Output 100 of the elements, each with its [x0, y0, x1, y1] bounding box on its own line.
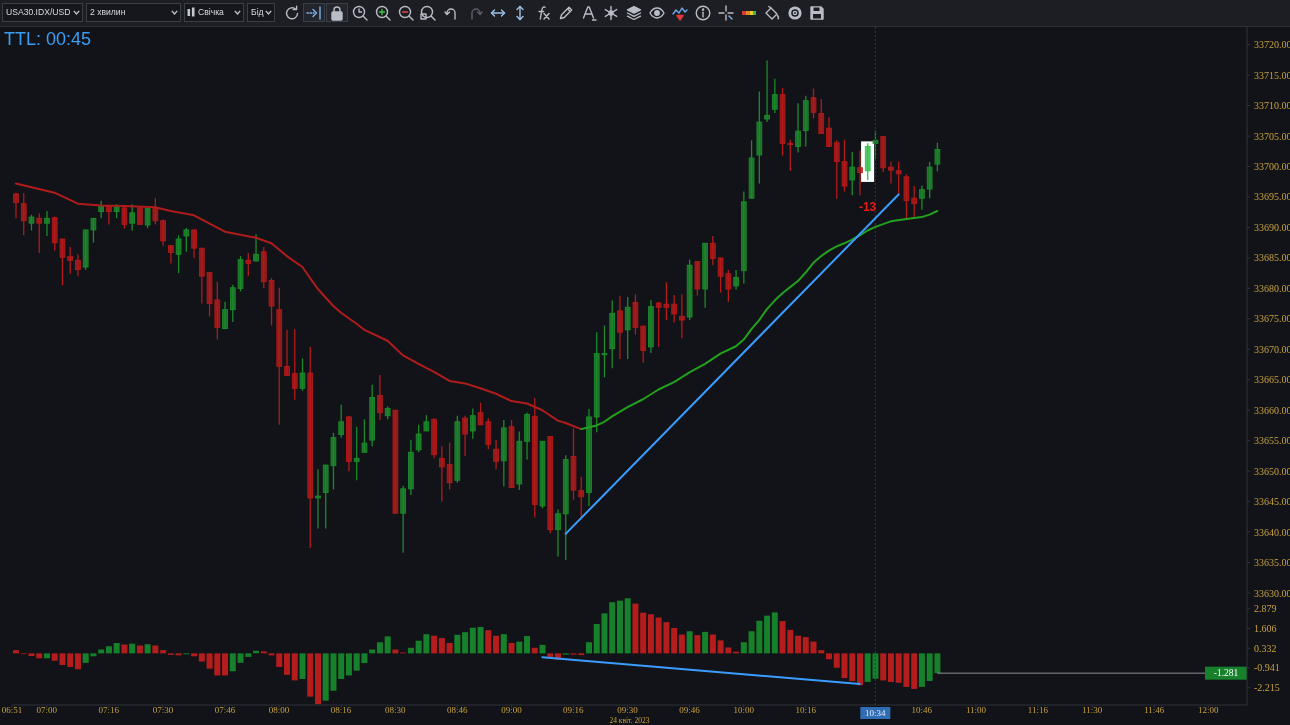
bar — [431, 635, 438, 654]
candlestick — [415, 424, 422, 453]
candlestick — [733, 269, 739, 291]
bar — [485, 630, 492, 654]
bar — [291, 653, 298, 681]
candlestick — [926, 161, 933, 199]
bar — [702, 631, 709, 654]
candlestick — [284, 329, 290, 377]
candlestick — [183, 227, 190, 253]
candlestick — [826, 116, 832, 148]
candlestick — [911, 185, 918, 218]
candlestick — [353, 426, 360, 481]
bar — [13, 650, 19, 654]
candlestick — [129, 203, 135, 232]
bar — [136, 645, 143, 654]
line-series — [580, 210, 939, 431]
y-tick-label: -0.941 — [1254, 662, 1280, 674]
bar — [524, 636, 531, 654]
candlestick — [469, 407, 476, 440]
y-tick-label: 2.879 — [1254, 603, 1277, 615]
x-tick-label: 09:46 — [679, 705, 701, 715]
bar — [43, 653, 50, 659]
bar — [531, 647, 538, 654]
bar — [856, 653, 863, 686]
candlestick — [679, 293, 685, 339]
text: USA30.IDX/USD — [6, 7, 71, 18]
candlestick — [36, 212, 43, 254]
bar — [493, 635, 500, 654]
bar — [709, 634, 716, 654]
x-tick-label: 07:30 — [152, 705, 174, 715]
x-tick-label: 12:00 — [1198, 705, 1220, 715]
bar — [462, 632, 469, 654]
bar — [338, 653, 345, 680]
candlestick — [462, 415, 468, 457]
y-tick-label: 0.332 — [1254, 642, 1277, 654]
y-tick-label: 1.606 — [1254, 623, 1277, 635]
bar — [191, 653, 198, 657]
bar — [299, 653, 306, 680]
candlestick — [934, 142, 941, 173]
bar — [694, 635, 701, 654]
ref-line-label: -1.281 — [1213, 668, 1239, 679]
bar — [647, 614, 654, 654]
candlestick — [810, 87, 817, 120]
text: Свічка — [198, 7, 224, 18]
bar — [678, 634, 685, 654]
bar — [175, 653, 182, 656]
candlestick — [795, 102, 801, 154]
bar — [500, 634, 507, 654]
candlestick — [710, 235, 716, 266]
x-tick-label: 11:30 — [1082, 705, 1103, 715]
bar — [384, 636, 391, 654]
bar — [260, 651, 267, 654]
x-tick-label: 07:16 — [98, 705, 120, 715]
candlestick — [624, 296, 631, 360]
x-tick-label: 10:00 — [733, 705, 755, 715]
x-tick-label: 08:46 — [446, 705, 468, 715]
candlestick — [291, 328, 298, 401]
x-tick-label: 09:30 — [617, 705, 639, 715]
candlestick — [20, 192, 27, 237]
bar — [121, 644, 128, 654]
bar — [438, 638, 445, 654]
bar — [376, 642, 383, 654]
bar — [911, 653, 918, 689]
x-tick-label: 08:30 — [385, 705, 407, 715]
candlestick — [895, 161, 902, 196]
text: Бід — [251, 7, 264, 18]
bar — [129, 643, 136, 654]
bar — [314, 653, 321, 705]
bar — [918, 653, 925, 687]
x-tick-label: 11:00 — [965, 705, 987, 715]
x-tick-label: 08:00 — [268, 705, 290, 715]
bar — [880, 653, 887, 681]
candlestick — [555, 508, 561, 558]
candlestick — [764, 59, 770, 123]
bar — [516, 641, 523, 654]
x-tick-label: 10:16 — [795, 705, 817, 715]
bar — [887, 653, 894, 682]
bar — [198, 653, 205, 662]
bar — [407, 647, 414, 654]
bar — [771, 612, 778, 654]
candlestick — [338, 404, 345, 439]
bar — [284, 653, 290, 675]
x-tick-label: 07:00 — [36, 705, 58, 715]
bar — [477, 626, 484, 654]
bar — [795, 635, 802, 654]
bar — [446, 643, 453, 654]
bar — [345, 653, 352, 676]
candlestick — [888, 161, 894, 185]
ref-line-label: 10:34 — [865, 708, 887, 718]
candlestick — [299, 357, 306, 392]
x-tick-label: 09:00 — [501, 705, 523, 715]
candlestick — [75, 253, 81, 277]
annotation: -13 — [858, 200, 877, 215]
x-tick-label: 11:16 — [1027, 705, 1049, 715]
candlestick — [160, 218, 166, 247]
bar — [105, 646, 112, 654]
chart-title: TTL: 00:45 — [4, 29, 92, 50]
bar — [74, 653, 81, 670]
x-tick-label: 11:46 — [1144, 705, 1165, 715]
candlestick — [671, 294, 677, 324]
